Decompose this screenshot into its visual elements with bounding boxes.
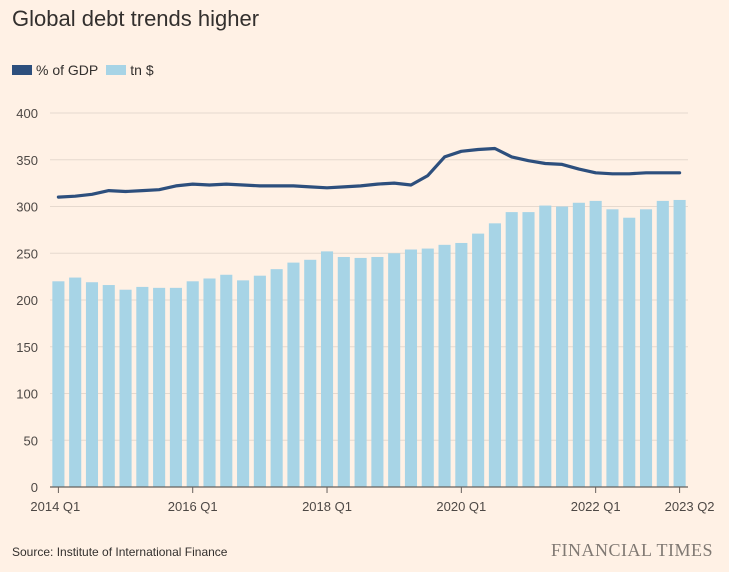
x-tick-label: 2014 Q1	[30, 499, 80, 514]
bar	[572, 202, 585, 487]
bar	[371, 256, 384, 487]
bar	[136, 286, 149, 487]
gdp-line	[56, 146, 682, 199]
bar-layer	[52, 199, 686, 488]
bar	[656, 200, 669, 487]
bar	[287, 262, 300, 487]
bar	[237, 280, 250, 487]
bar	[69, 277, 82, 487]
axis-layer: 0 50 100 150 200 250 300 350 400 2014 Q1 2016 Q1 20…	[16, 106, 714, 514]
bar	[354, 257, 367, 487]
bar	[673, 199, 686, 487]
bar	[253, 275, 266, 487]
bar	[119, 289, 132, 487]
bar	[220, 274, 233, 487]
bar	[539, 205, 552, 487]
y-tick-label: 300	[16, 200, 38, 215]
bar	[589, 200, 602, 487]
x-tick-label: 2018 Q1	[302, 499, 352, 514]
bar	[639, 209, 653, 487]
bar	[488, 223, 501, 487]
legend-swatch-gdp	[12, 65, 32, 75]
bar	[556, 206, 569, 487]
y-tick-label: 0	[31, 480, 38, 495]
bar	[505, 212, 518, 488]
legend-item-tn: tn $	[106, 62, 154, 78]
bar	[304, 259, 317, 487]
legend: % of GDP tn $	[12, 62, 162, 78]
source-note: Source: Institute of International Finan…	[12, 545, 228, 559]
bar	[522, 212, 535, 488]
y-tick-label: 350	[16, 153, 38, 168]
x-tick-label: 2022 Q1	[571, 499, 621, 514]
bar	[623, 217, 636, 487]
bar	[337, 256, 350, 487]
bar	[320, 251, 334, 487]
bar	[85, 282, 99, 487]
bar	[203, 278, 216, 487]
y-tick-label: 50	[24, 433, 38, 448]
bar	[52, 281, 65, 487]
y-tick-label: 150	[16, 340, 38, 355]
bar	[388, 253, 401, 487]
y-tick-label: 100	[16, 387, 38, 402]
x-tick-label: 2020 Q1	[436, 499, 486, 514]
bar	[421, 248, 434, 487]
y-tick-label: 200	[16, 293, 38, 308]
legend-swatch-tn	[106, 65, 127, 75]
legend-item-gdp: % of GDP	[12, 62, 98, 78]
bar	[455, 242, 468, 487]
bar	[606, 209, 619, 487]
y-tick-label: 400	[16, 106, 38, 121]
line-layer	[56, 146, 682, 199]
chart-title: Global debt trends higher	[12, 6, 260, 31]
bar	[404, 249, 418, 487]
bar	[153, 287, 166, 487]
legend-label-gdp: % of GDP	[36, 62, 99, 78]
bar	[270, 269, 283, 487]
bar	[438, 244, 451, 487]
bar	[472, 233, 485, 487]
bar	[102, 285, 115, 487]
x-tick-label: 2023 Q2	[665, 499, 715, 514]
legend-label-tn: tn $	[130, 62, 154, 78]
bar	[169, 287, 182, 487]
x-tick-label: 2016 Q1	[168, 499, 218, 514]
brand-logo: FINANCIAL TIMES	[550, 540, 713, 560]
y-tick-label: 250	[16, 246, 38, 261]
bar	[186, 281, 199, 487]
